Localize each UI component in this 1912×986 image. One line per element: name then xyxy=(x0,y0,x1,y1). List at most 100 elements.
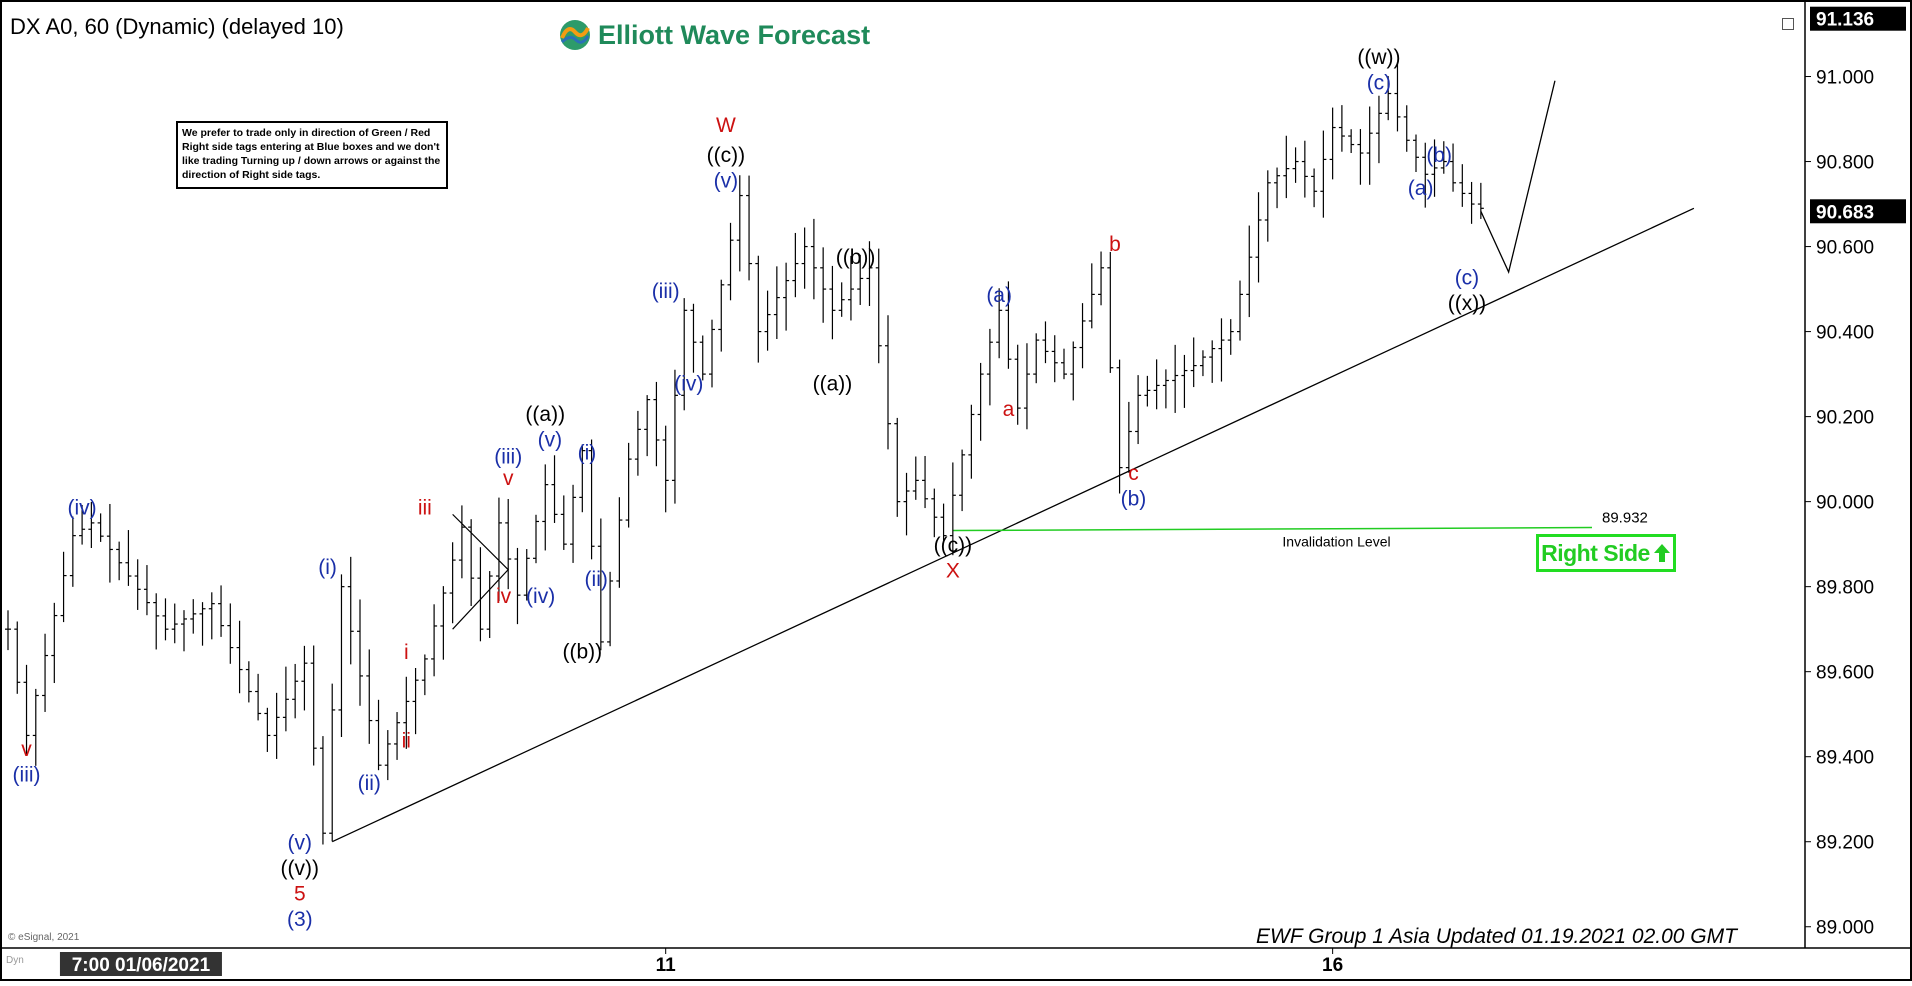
ohlc-bar xyxy=(959,449,966,512)
ohlc-bar xyxy=(1477,182,1484,219)
ohlc-bar xyxy=(69,516,76,587)
ohlc-bar xyxy=(1237,280,1243,341)
ohlc-bar xyxy=(922,455,929,509)
ohlc-bar xyxy=(792,232,799,298)
window-restore-icon[interactable] xyxy=(1782,18,1794,30)
ohlc-bar xyxy=(810,218,817,300)
ohlc-bar xyxy=(1051,335,1058,383)
wave-label: iii xyxy=(418,497,432,520)
trading-note: We prefer to trade only in direction of … xyxy=(176,121,448,189)
ohlc-bar xyxy=(1116,359,1123,494)
ohlc-bar xyxy=(875,248,882,364)
ohlc-bar xyxy=(403,676,410,749)
ohlc-bar xyxy=(338,574,345,738)
ohlc-bar xyxy=(23,664,30,755)
ohlc-bar xyxy=(820,247,827,323)
ohlc-bar xyxy=(1079,303,1086,369)
ohlc-bar xyxy=(1394,62,1401,132)
wave-label: ((c)) xyxy=(934,534,972,557)
ohlc-bar xyxy=(1181,354,1188,408)
ohlc-bar xyxy=(1014,344,1021,425)
x-label-box xyxy=(59,952,222,976)
ohlc-bar xyxy=(1274,167,1281,209)
ohlc-bar xyxy=(1218,318,1225,382)
ohlc-bar xyxy=(106,503,113,583)
wave-label: ((w)) xyxy=(1357,46,1400,69)
ohlc-bar xyxy=(97,513,104,542)
wave-label: (b) xyxy=(1426,144,1452,167)
ohlc-bar xyxy=(1348,129,1355,154)
trendline xyxy=(331,207,1695,843)
ohlc-bar xyxy=(273,692,280,759)
ohlc-bar xyxy=(894,417,901,517)
ohlc-bar xyxy=(1246,225,1253,318)
wave-label: (iii) xyxy=(13,764,41,787)
ohlc-bar xyxy=(236,620,243,694)
ohlc-bar xyxy=(1403,105,1410,152)
brand-logo: Elliott Wave Forecast xyxy=(558,14,870,56)
ohlc-bar xyxy=(1190,337,1197,388)
ohlc-bar xyxy=(1162,369,1169,409)
ohlc-bar xyxy=(579,444,586,513)
ohlc-bar xyxy=(1311,168,1318,208)
ohlc-bar xyxy=(551,455,558,523)
ohlc-bar xyxy=(588,439,595,560)
ohlc-bar xyxy=(208,592,215,640)
ohlc-bar xyxy=(60,551,67,623)
wave-label: (iv) xyxy=(526,585,555,608)
wave-label: ii xyxy=(402,730,411,753)
wave-label: (i) xyxy=(318,556,337,579)
brand-name: Elliott Wave Forecast xyxy=(598,19,871,50)
ohlc-bar xyxy=(1283,135,1290,199)
ohlc-bar xyxy=(505,498,512,590)
ohlc-bar xyxy=(690,303,697,373)
wave-label: (iv) xyxy=(68,497,97,520)
right-side-label: Right Side xyxy=(1541,539,1650,566)
ohlc-bar xyxy=(301,645,308,711)
ohlc-bar xyxy=(1227,319,1234,355)
ohlc-bar xyxy=(1450,143,1457,192)
y-tick-label: 89.600 xyxy=(1816,663,1874,684)
right-side-tag: Right Side xyxy=(1536,534,1676,572)
ohlc-bar xyxy=(533,514,539,564)
y-tick-label: 90.400 xyxy=(1816,323,1874,344)
ohlc-bar xyxy=(1468,181,1475,224)
ohlc-bar xyxy=(1042,321,1049,364)
wave-label: (iii) xyxy=(494,446,522,469)
ohlc-bar xyxy=(931,488,938,538)
wave-label: b xyxy=(1109,233,1121,256)
ohlc-bar xyxy=(671,369,678,504)
ohlc-bar xyxy=(1153,359,1160,410)
wave-label: (ii) xyxy=(585,568,608,591)
ohlc-bar xyxy=(783,262,790,331)
wave-label: iv xyxy=(496,585,512,608)
wave-label: ((a)) xyxy=(525,403,565,426)
ohlc-bar xyxy=(1329,107,1336,180)
ohlc-bar xyxy=(162,598,169,641)
ohlc-bar xyxy=(607,571,614,647)
ohlc-bar xyxy=(1440,141,1447,174)
ohlc-bar xyxy=(245,661,252,703)
ohlc-bar xyxy=(412,667,419,735)
x-tick-label: 7:00 01/06/2021 xyxy=(72,955,211,976)
ohlc-bar xyxy=(625,442,632,528)
ohlc-bar xyxy=(1172,344,1179,413)
wave-label: 5 xyxy=(294,883,306,906)
ohlc-bar xyxy=(1301,140,1308,198)
wave-label: (iii) xyxy=(652,280,680,303)
ohlc-bar xyxy=(375,699,382,771)
ohlc-bar xyxy=(1338,105,1345,152)
ohlc-bar xyxy=(384,730,391,781)
top-price-label: 91.136 xyxy=(1816,10,1874,31)
ohlc-bar xyxy=(1413,134,1419,173)
ohlc-bar xyxy=(885,315,891,450)
ohlc-bar xyxy=(1125,401,1132,473)
copyright: © eSignal, 2021 xyxy=(8,932,80,943)
ohlc-bar xyxy=(14,621,21,694)
ohlc-bar xyxy=(847,255,854,321)
ohlc-bar xyxy=(255,673,262,721)
ohlc-bar xyxy=(1385,76,1392,121)
ohlc-bar xyxy=(1135,375,1142,445)
ohlc-bar xyxy=(746,175,753,281)
wave-label: v xyxy=(21,738,32,761)
